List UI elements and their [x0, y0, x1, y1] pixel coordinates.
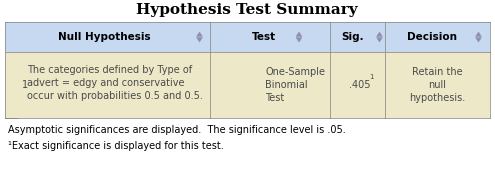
Text: Hypothesis Test Summary: Hypothesis Test Summary: [136, 3, 358, 17]
Text: The categories defined by Type of
advert = edgy and conservative
occur with prob: The categories defined by Type of advert…: [27, 65, 203, 101]
Text: Sig.: Sig.: [341, 32, 364, 42]
Text: Retain the
null
hypothesis.: Retain the null hypothesis.: [409, 67, 466, 103]
Text: Decision: Decision: [406, 32, 456, 42]
Text: 1: 1: [22, 80, 28, 90]
Text: 1: 1: [369, 74, 374, 80]
Text: Asymptotic significances are displayed.  The significance level is .05.: Asymptotic significances are displayed. …: [8, 125, 346, 135]
Text: One-Sample
Binomial
Test: One-Sample Binomial Test: [265, 67, 325, 103]
Text: Null Hypothesis: Null Hypothesis: [58, 32, 151, 42]
Text: .405: .405: [349, 80, 370, 90]
Text: Test: Test: [252, 32, 276, 42]
Text: ¹Exact significance is displayed for this test.: ¹Exact significance is displayed for thi…: [8, 141, 224, 151]
